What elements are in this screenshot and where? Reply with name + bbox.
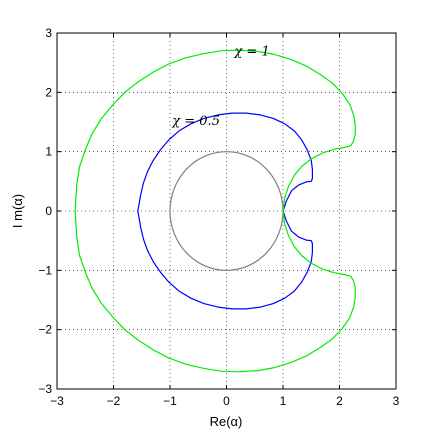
x-tick-label: −3 [50,394,64,408]
y-tick-label: 0 [45,204,52,218]
y-tick-labels: −3 −2 −1 0 1 2 3 [38,26,52,396]
y-tick-label: −2 [38,323,52,337]
x-tick-label: 2 [336,394,343,408]
y-axis-label: I m(α) [10,194,25,228]
x-tick-label: −2 [107,394,121,408]
y-tick-label: −1 [38,263,52,277]
y-tick-label: 3 [45,26,52,40]
x-tick-label: 3 [393,394,400,408]
annotations: χ = 1 χ = 0.5 [171,45,269,129]
y-tick-label: 2 [45,85,52,99]
x-tick-label: 0 [223,394,230,408]
ticks [56,32,397,390]
y-tick-label: 1 [45,145,52,159]
annotation: χ = 1 [233,45,269,60]
series-line-2 [74,49,356,373]
y-tick-label: −3 [38,382,52,396]
annotation: χ = 0.5 [171,114,220,129]
x-tick-label: −1 [163,394,177,408]
x-axis-label: Re(α) [210,414,243,429]
grid [57,33,396,389]
series-line-1 [137,112,313,310]
series-group [74,49,356,373]
x-tick-label: 1 [280,394,287,408]
x-tick-labels: −3 −2 −1 0 1 2 3 [50,394,400,408]
